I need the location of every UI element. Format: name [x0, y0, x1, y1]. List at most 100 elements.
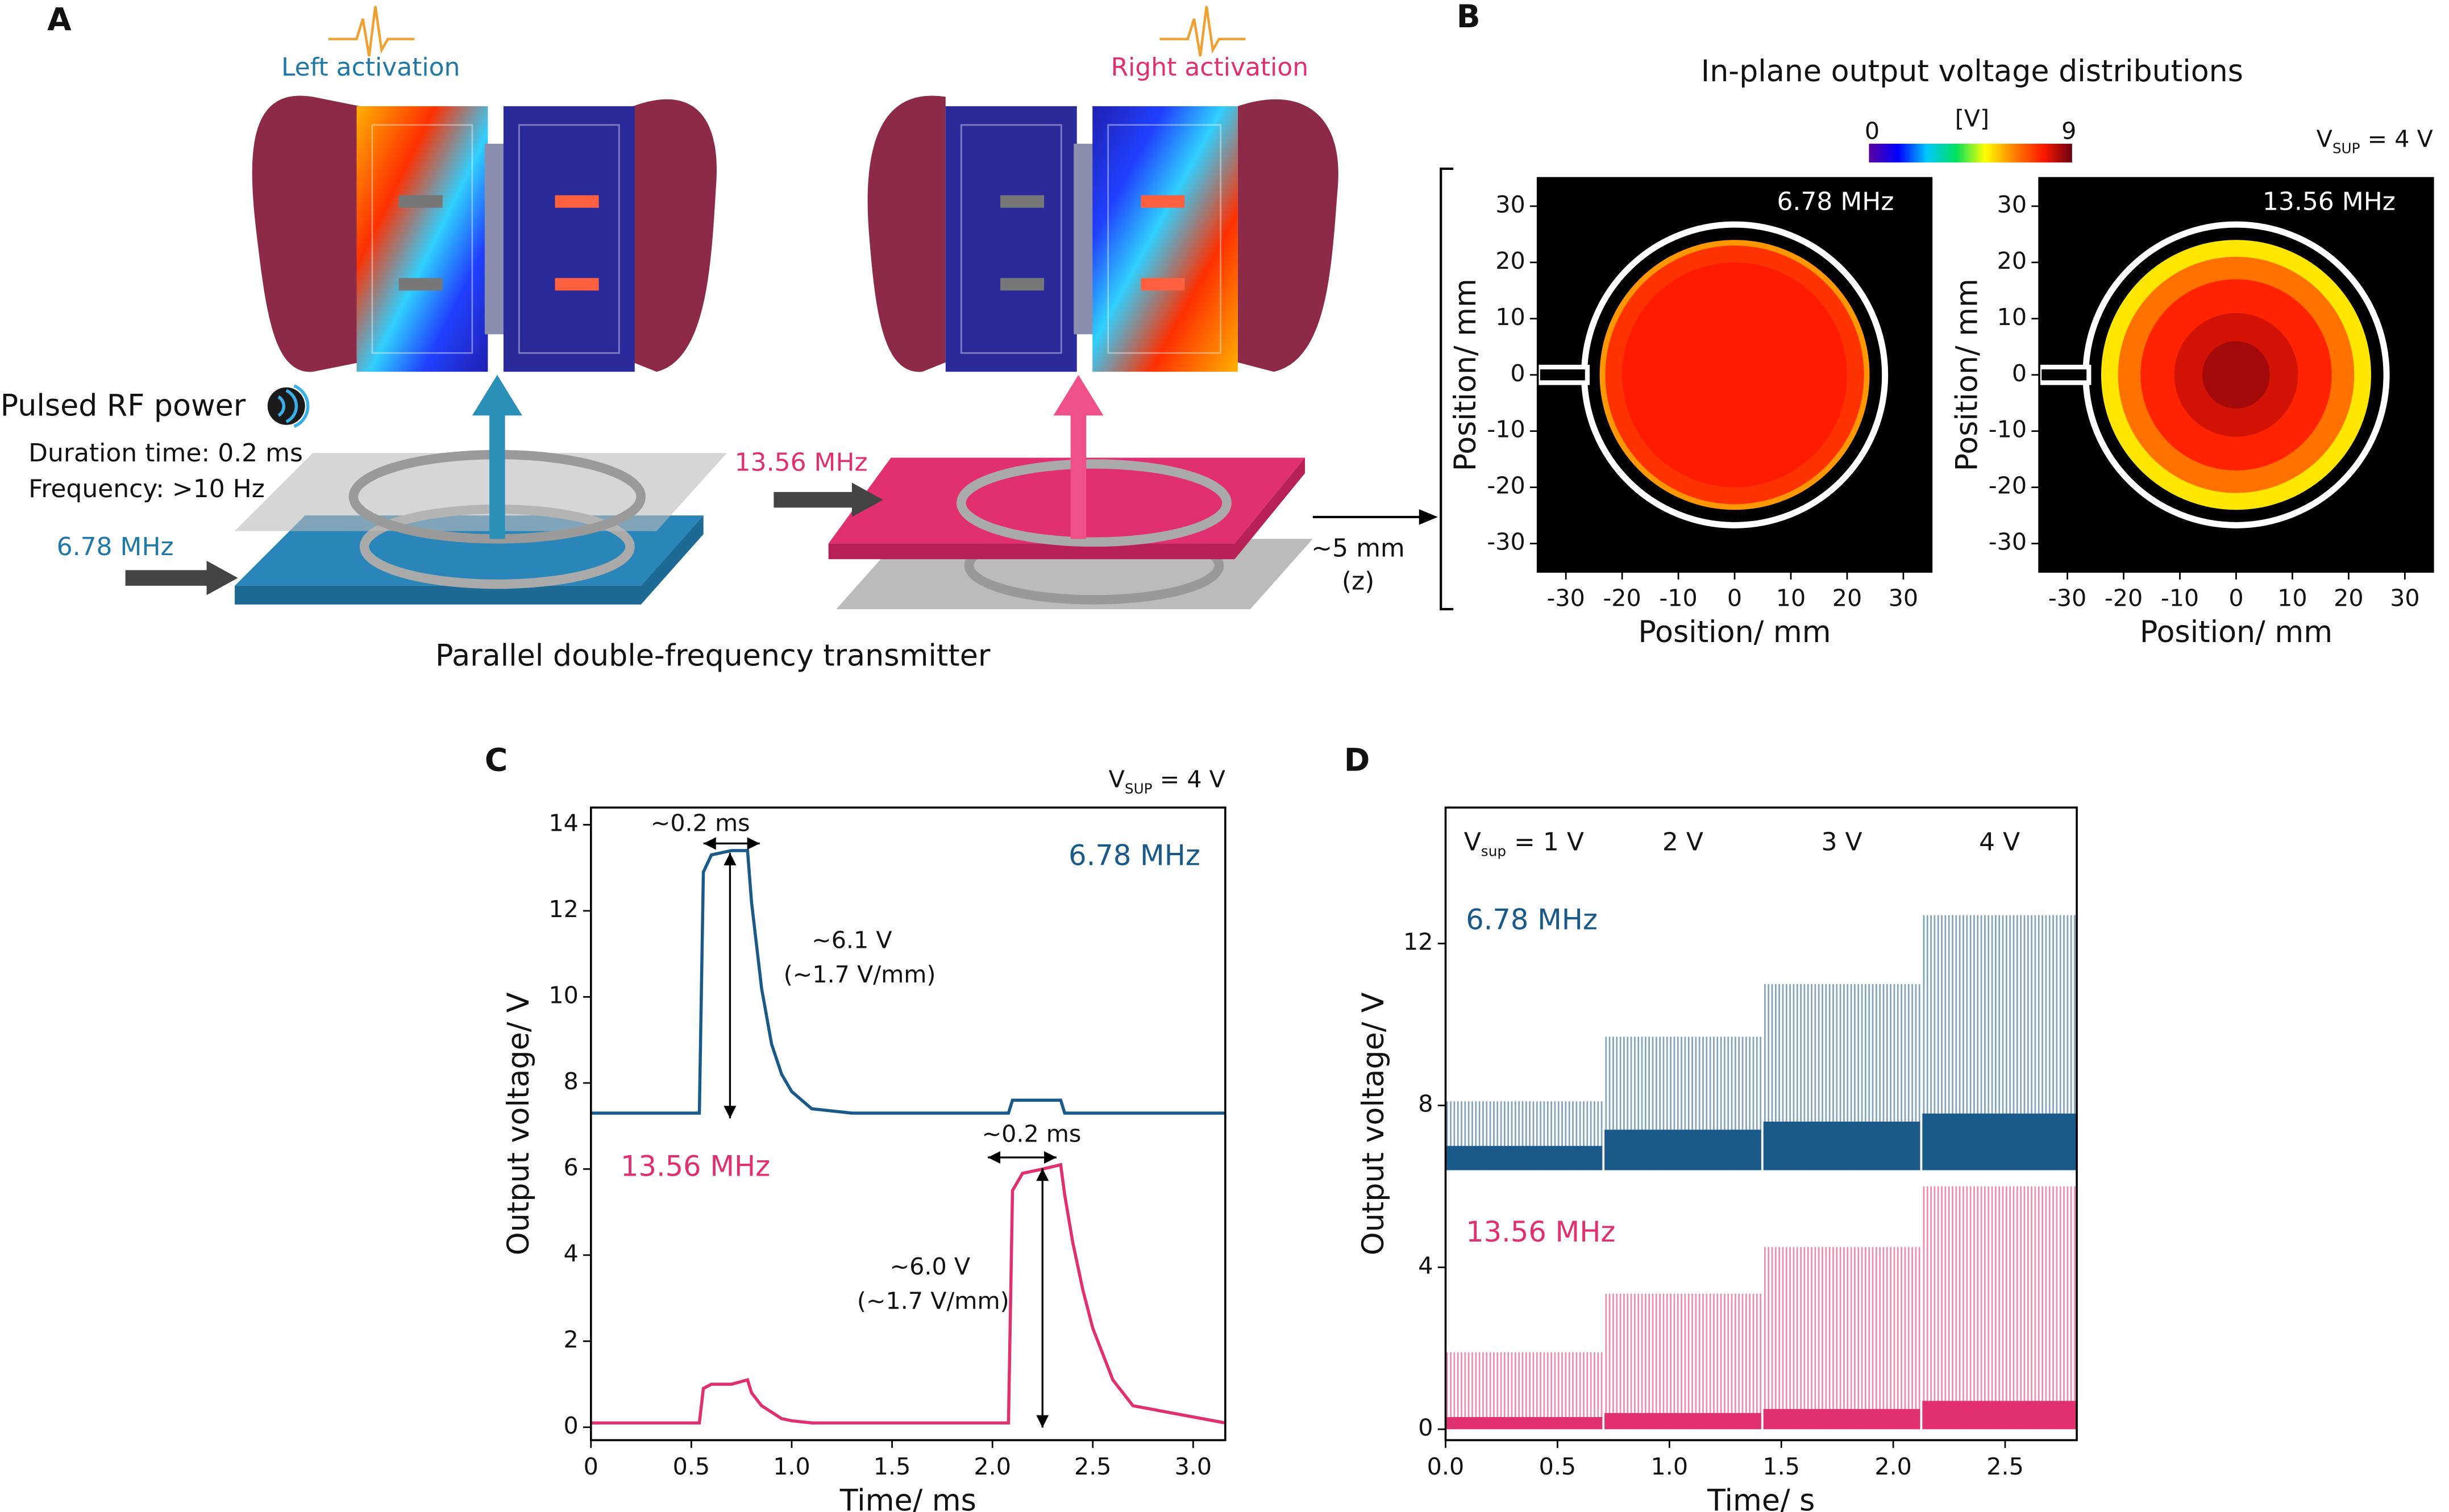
- arrow-head: [1043, 1151, 1057, 1164]
- pulse-peaks: [1446, 1352, 1603, 1430]
- pulse-base: [1922, 1401, 2077, 1430]
- y-tick-label: -20: [1487, 472, 1525, 499]
- x-tick-label: 30: [1889, 585, 1918, 612]
- x-tick-label: 1.5: [874, 1453, 911, 1480]
- panel-label: C: [485, 742, 508, 778]
- y-tick-label: 12: [548, 895, 578, 923]
- text: sup: [1481, 843, 1506, 859]
- text: = 4 V: [1153, 765, 1225, 793]
- plot-frame: [2038, 177, 2434, 573]
- x-tick-label: 2.0: [974, 1453, 1011, 1480]
- series-label: 13.56 MHz: [621, 1150, 770, 1183]
- series-line: [591, 849, 1225, 1115]
- arrow-head: [724, 1106, 737, 1119]
- pulse-base: [1763, 1409, 1920, 1430]
- y-tick-label: 8: [564, 1068, 579, 1095]
- text: 3 V: [1822, 827, 1862, 856]
- plot-title: 6.78 MHz: [1777, 187, 1894, 216]
- illustration: [125, 6, 1454, 611]
- text: V: [1464, 827, 1481, 856]
- text: 1 V: [1543, 827, 1584, 856]
- y-tick-label: 0: [564, 1412, 579, 1439]
- label: 6.78 MHz: [57, 532, 174, 561]
- text: SUP: [1125, 780, 1153, 797]
- x-tick-label: 20: [1832, 585, 1862, 612]
- x-tick-label: 30: [2390, 585, 2419, 612]
- voltage-region: [1622, 262, 1847, 488]
- plot-frame: [590, 806, 1226, 1442]
- label: Left activation: [281, 53, 460, 82]
- text: 4 V: [1979, 827, 2020, 856]
- y-tick-label: -30: [1487, 528, 1525, 556]
- annotation: VSUP = 4 V: [2317, 125, 2433, 156]
- pulse-peaks: [1923, 915, 2076, 1171]
- category-label: Vsup = 1 V: [1464, 827, 1584, 859]
- colorbar-label: [V]: [1955, 105, 1989, 132]
- y-tick-label: 20: [1495, 247, 1525, 274]
- x-tick-label: 0.5: [673, 1453, 710, 1480]
- y-tick-label: -20: [1989, 472, 2027, 499]
- chart-title: In-plane output voltage distributions: [1701, 55, 2243, 89]
- series-label: 13.56 MHz: [1466, 1215, 1615, 1248]
- coil-feed: [2036, 364, 2092, 385]
- y-tick-label: 0: [2012, 360, 2027, 387]
- y-axis-label: Position/ mm: [1449, 278, 1483, 471]
- x-tick-label: 1.0: [1651, 1453, 1689, 1480]
- y-tick-label: 0: [1510, 360, 1525, 387]
- x-axis-label: Time/ ms: [839, 1484, 976, 1512]
- y-axis-label: Output voltage/ V: [502, 992, 536, 1255]
- annotation: ~0.2 ms: [982, 1120, 1082, 1147]
- annotation: VSUP = 4 V: [1109, 765, 1225, 796]
- arrow-head: [988, 1151, 1001, 1164]
- x-tick-label: 2.5: [1074, 1453, 1112, 1480]
- colorbar: [1869, 143, 2072, 163]
- pulse-base: [1922, 1113, 2077, 1171]
- text: SUP: [2332, 140, 2360, 156]
- annotation: ~0.2 ms: [651, 809, 750, 836]
- annotation: (~1.7 V/mm): [784, 961, 936, 988]
- x-tick-label: 1.5: [1762, 1453, 1800, 1480]
- pulse-peaks: [1764, 984, 1920, 1171]
- arrow-head: [724, 852, 737, 865]
- text: =: [1506, 827, 1543, 856]
- y-tick-label: 2: [564, 1326, 579, 1353]
- annotation: ~6.1 V: [812, 927, 892, 954]
- y-tick-label: 10: [1997, 303, 2027, 331]
- y-tick-label: 14: [548, 810, 578, 837]
- category-label: 4 V: [1979, 827, 2020, 856]
- x-tick-label: -20: [1603, 585, 1641, 612]
- y-tick-label: 30: [1997, 191, 2027, 218]
- colorbar-tick-label: 0: [1865, 118, 1880, 145]
- pulse-peaks: [1605, 1036, 1762, 1171]
- y-tick-label: 12: [1403, 928, 1433, 956]
- y-tick-label: -30: [1989, 528, 2027, 556]
- x-tick-label: 2.0: [1874, 1453, 1912, 1480]
- x-tick-label: 0: [584, 1453, 598, 1480]
- text: V: [1109, 765, 1125, 793]
- label: Pulsed RF power: [1, 389, 246, 423]
- pulse-base: [1763, 1121, 1920, 1171]
- y-tick-label: 6: [564, 1153, 579, 1181]
- text: 2 V: [1662, 827, 1703, 856]
- arrow-head: [703, 837, 716, 850]
- arrow-head: [1036, 1415, 1049, 1428]
- x-tick-label: -10: [2161, 585, 2199, 612]
- y-axis-label: Position/ mm: [1950, 278, 1984, 471]
- text: V: [2317, 125, 2332, 152]
- pulse-peaks: [1446, 1101, 1603, 1171]
- x-tick-label: 20: [2334, 585, 2363, 612]
- x-tick-label: 2.5: [1986, 1453, 2024, 1480]
- pulse-base: [1604, 1413, 1761, 1430]
- voltage-region: [2202, 341, 2270, 409]
- x-axis-label: Time/ s: [1707, 1484, 1815, 1512]
- x-tick-label: 10: [1776, 585, 1806, 612]
- arrow-head: [747, 837, 760, 850]
- label: Duration time: 0.2 ms: [28, 439, 303, 468]
- y-tick-label: 0: [1418, 1414, 1433, 1441]
- y-tick-label: 30: [1495, 191, 1525, 218]
- pulse-peaks: [1923, 1186, 2076, 1430]
- label: Right activation: [1111, 53, 1309, 82]
- x-tick-label: 0: [1727, 585, 1742, 612]
- pulse-base: [1445, 1417, 1603, 1430]
